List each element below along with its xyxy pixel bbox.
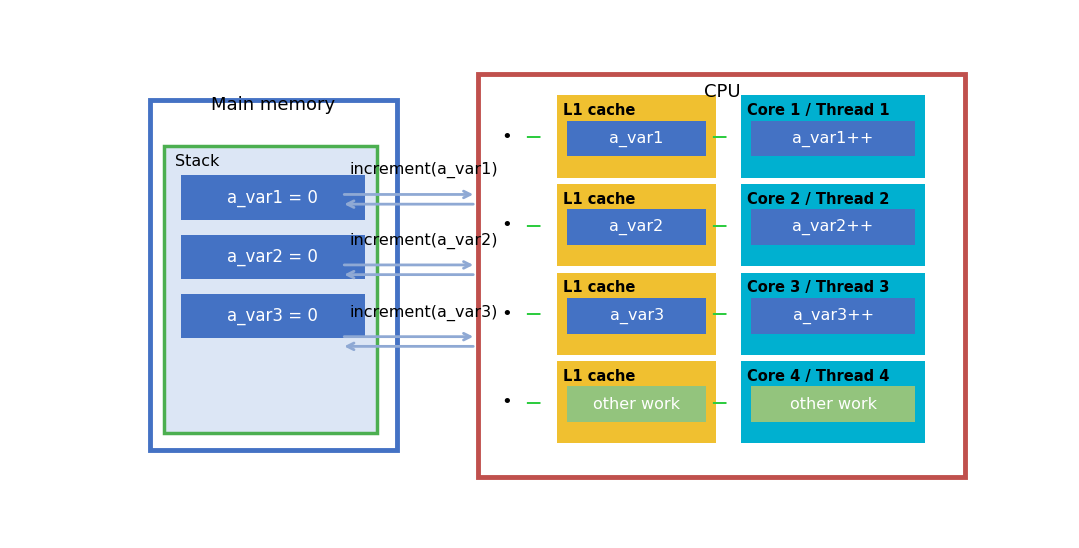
Text: L1 cache: L1 cache [563,280,636,295]
Bar [181,175,365,220]
Text: —: — [711,395,726,410]
Text: L1 cache: L1 cache [563,191,636,207]
Text: •: • [502,216,513,234]
Text: Core 4 / Thread 4: Core 4 / Thread 4 [747,369,889,384]
Text: a_var1: a_var1 [610,130,664,147]
Bar [181,294,365,338]
Text: a_var3: a_var3 [610,307,664,324]
Bar [741,361,925,443]
Text: Stack: Stack [175,155,219,169]
Text: —: — [711,218,726,233]
Text: a_var3 = 0: a_var3 = 0 [228,307,318,325]
Text: Core 3 / Thread 3: Core 3 / Thread 3 [747,280,889,295]
Text: —: — [525,218,541,233]
Text: a_var1++: a_var1++ [792,130,874,147]
Bar [557,184,716,266]
Bar [568,298,706,334]
Text: a_var2++: a_var2++ [792,219,874,235]
Text: —: — [525,395,541,410]
Text: increment(a_var3): increment(a_var3) [350,305,497,321]
Bar [741,184,925,266]
Text: CPU: CPU [705,83,741,101]
Text: Core 2 / Thread 2: Core 2 / Thread 2 [747,191,889,207]
Text: —: — [711,306,726,321]
Text: •: • [502,305,513,323]
Bar [751,209,915,245]
Text: —: — [525,306,541,321]
Bar [164,146,378,433]
Text: •: • [502,393,513,412]
Text: increment(a_var1): increment(a_var1) [350,161,497,178]
Text: —: — [711,129,726,144]
Bar [557,361,716,443]
Text: increment(a_var2): increment(a_var2) [350,233,497,249]
Text: a_var2 = 0: a_var2 = 0 [228,248,318,266]
Bar [751,121,915,157]
Text: a_var1 = 0: a_var1 = 0 [228,189,318,207]
Text: a_var2: a_var2 [610,219,664,235]
Text: other work: other work [593,397,680,412]
Text: L1 cache: L1 cache [563,369,636,384]
Bar [181,235,365,279]
Bar [150,100,397,450]
Bar [557,272,716,355]
Text: L1 cache: L1 cache [563,103,636,118]
Bar [568,209,706,245]
Bar [568,386,706,423]
Bar [751,298,915,334]
Bar [557,95,716,178]
Bar [741,95,925,178]
Text: other work: other work [790,397,876,412]
Text: Main memory: Main memory [210,96,334,115]
Text: a_var3++: a_var3++ [793,307,874,324]
Bar [478,74,966,477]
Text: Core 1 / Thread 1: Core 1 / Thread 1 [747,103,889,118]
Text: —: — [525,129,541,144]
Text: •: • [502,128,513,146]
Bar [741,272,925,355]
Bar [751,386,915,423]
Bar [568,121,706,157]
